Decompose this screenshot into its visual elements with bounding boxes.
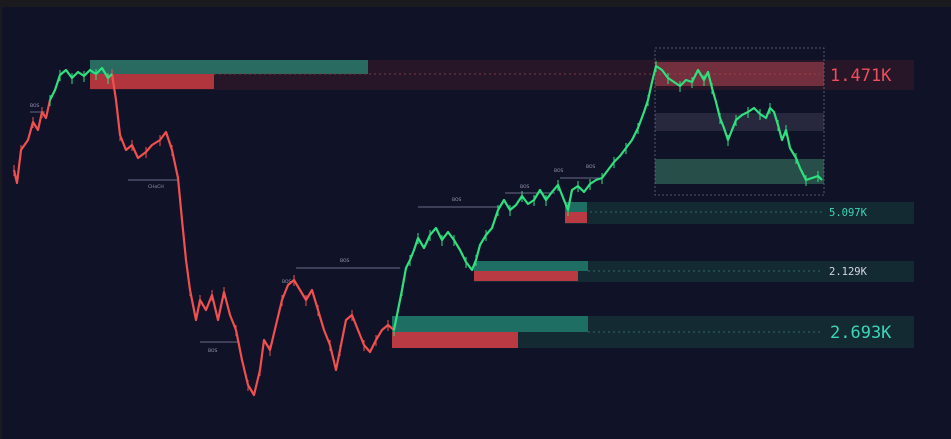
structure-labels: CHoCH BOS BOS BOS BOS BOS BOS BOS BOS — [30, 103, 596, 354]
struct-label-bos: BOS — [282, 279, 292, 285]
struct-label-bos: BOS — [30, 103, 40, 109]
struct-label-bos: BOS — [340, 258, 350, 264]
price-segment-bull — [49, 66, 113, 101]
demand-zone-2693 — [392, 316, 914, 348]
struct-label-bos: BOS — [452, 197, 462, 203]
demand-zone-2129 — [474, 261, 914, 282]
struct-label-bos: BOS — [520, 184, 530, 190]
struct-label-bos: BOS — [208, 348, 218, 354]
struct-label-choch: CHoCH — [148, 184, 164, 190]
level-label-demand-2: 2.129K — [829, 266, 868, 278]
level-label-demand-3: 2.693K — [830, 323, 892, 343]
demand-zone-5097 — [565, 202, 914, 224]
price-segment-bear — [110, 73, 395, 397]
level-labels: 1.471K 5.097K 2.129K 2.693K — [829, 66, 892, 343]
structure-lines — [30, 111, 600, 343]
price-line-bull — [49, 61, 823, 336]
level-label-demand-1: 5.097K — [829, 207, 868, 219]
price-segment-bull — [392, 64, 823, 331]
price-segment-bear — [12, 99, 52, 185]
range-box — [654, 47, 825, 196]
struct-label-bos: BOS — [554, 168, 564, 174]
level-label-supply: 1.471K — [830, 66, 892, 86]
price-line-bear — [12, 69, 395, 397]
struct-label-bos: BOS — [586, 164, 596, 170]
